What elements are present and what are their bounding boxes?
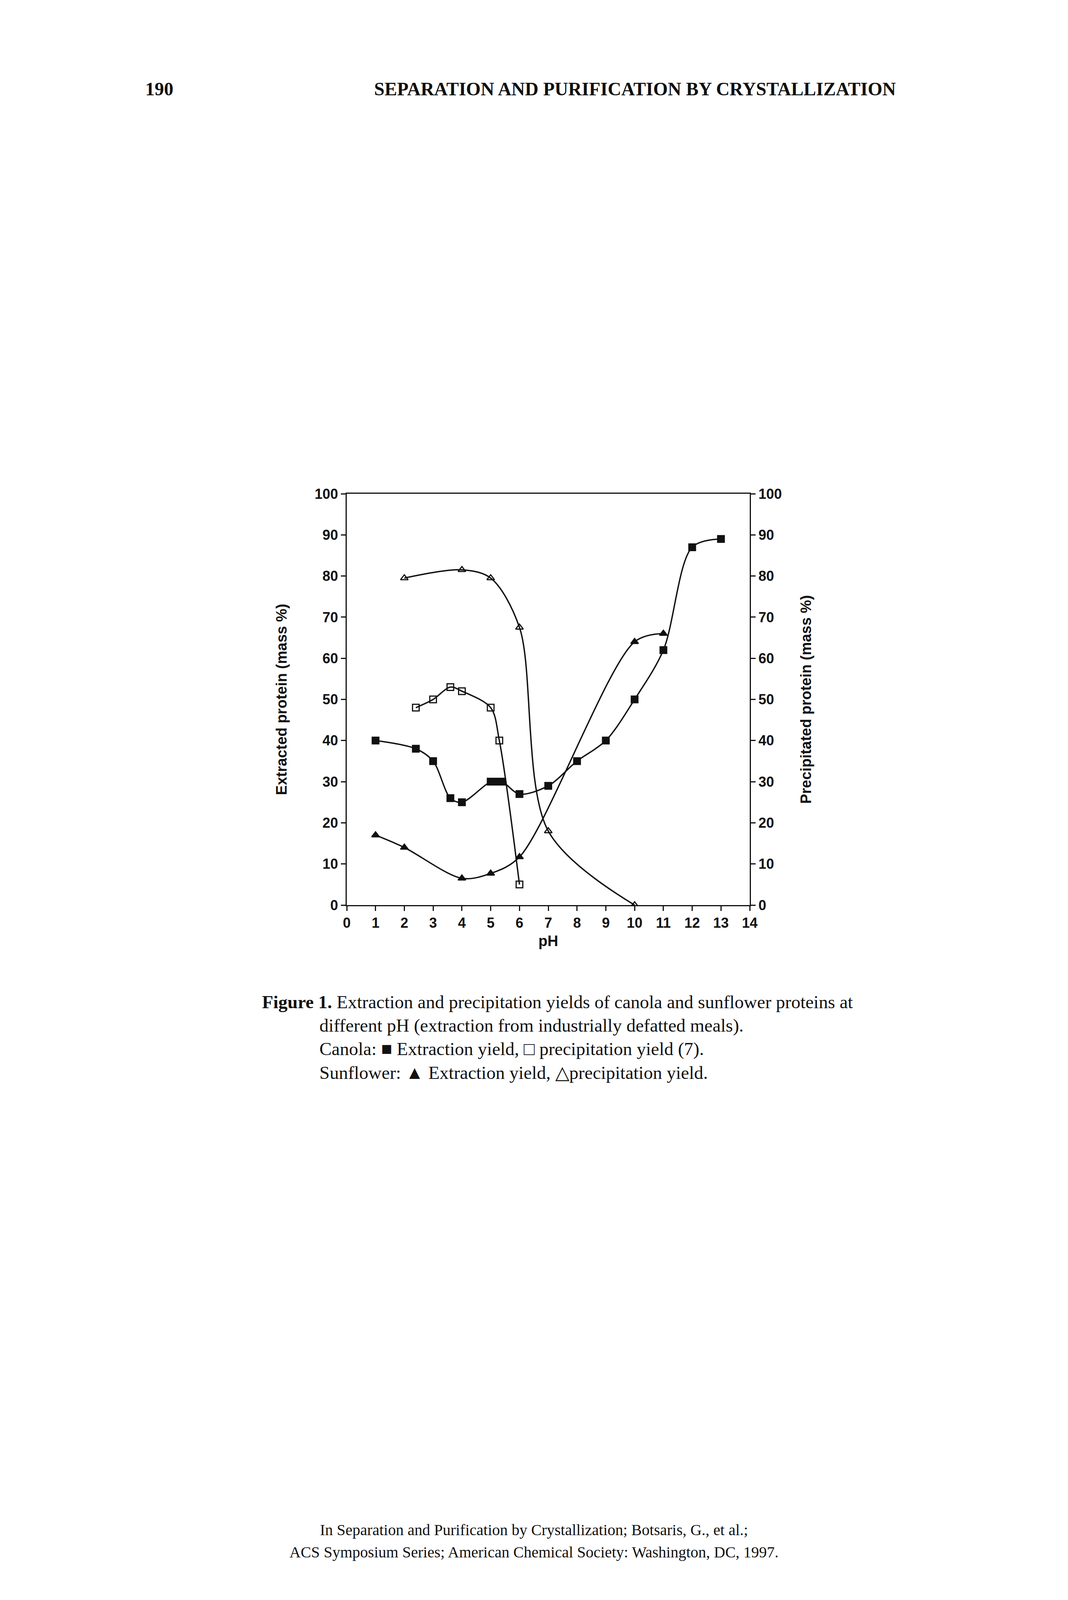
svg-text:11: 11 [656, 914, 671, 931]
svg-text:40: 40 [322, 732, 339, 749]
svg-text:80: 80 [758, 567, 774, 584]
svg-text:10: 10 [626, 914, 643, 931]
svg-text:70: 70 [322, 609, 339, 626]
html-text:Canola: ■ Extraction yield, □: Canola: ■ Extraction yield, □ precipitat… [319, 1038, 704, 1059]
html-text:different pH (extraction from: different pH (extraction from industrial… [319, 1014, 744, 1036]
html-text:In Separation and Purification: In Separation and Purification by Crysta… [319, 1520, 749, 1539]
svg-text:7: 7 [544, 914, 553, 931]
svg-text:80: 80 [322, 567, 339, 584]
svg-text:100: 100 [314, 485, 339, 502]
svg-text:90: 90 [758, 526, 774, 543]
html-text:Figure 1. Extraction and preci: Figure 1. Extraction and precipitation y… [262, 991, 853, 1012]
svg-text:8: 8 [573, 914, 582, 931]
svg-text:Precipitated protein (mass %): Precipitated protein (mass %) [797, 594, 815, 804]
svg-text:0: 0 [330, 896, 339, 913]
svg-text:50: 50 [758, 691, 774, 708]
svg-text:1: 1 [371, 914, 380, 931]
svg-text:9: 9 [601, 914, 610, 931]
svg-text:2: 2 [400, 914, 409, 931]
html-text:SEPARATION AND PURIFICATION BY: SEPARATION AND PURIFICATION BY CRYSTALLI… [374, 78, 896, 100]
svg-text:60: 60 [758, 650, 774, 667]
svg-text:3: 3 [429, 914, 437, 931]
svg-text:30: 30 [322, 773, 339, 790]
svg-text:90: 90 [322, 526, 339, 543]
svg-text:0: 0 [342, 914, 351, 931]
svg-text:4: 4 [458, 914, 466, 931]
svg-text:5: 5 [486, 914, 495, 931]
svg-text:70: 70 [758, 609, 774, 626]
svg-text:14: 14 [741, 914, 758, 931]
svg-text:60: 60 [322, 650, 339, 667]
html-text:ACS Symposium Series; American: ACS Symposium Series; American Chemical … [289, 1542, 779, 1561]
svg-text:30: 30 [758, 773, 774, 790]
svg-text:0: 0 [758, 896, 767, 913]
svg-text:100: 100 [758, 485, 782, 502]
svg-text:20: 20 [758, 814, 774, 831]
svg-text:20: 20 [322, 814, 339, 831]
html-text:Sunflower: ▲ Extraction yield,: Sunflower: ▲ Extraction yield, △precipit… [319, 1062, 708, 1083]
svg-text:12: 12 [684, 914, 701, 931]
svg-text:Extracted protein (mass %): Extracted protein (mass %) [273, 603, 290, 796]
svg-text:50: 50 [322, 691, 339, 708]
svg-text:40: 40 [758, 732, 774, 749]
svg-text:13: 13 [713, 914, 729, 931]
svg-text:6: 6 [515, 914, 524, 931]
svg-text:10: 10 [758, 855, 774, 872]
svg-text:pH: pH [538, 932, 559, 949]
svg-text:10: 10 [322, 855, 339, 872]
html-text:190: 190 [145, 78, 174, 100]
